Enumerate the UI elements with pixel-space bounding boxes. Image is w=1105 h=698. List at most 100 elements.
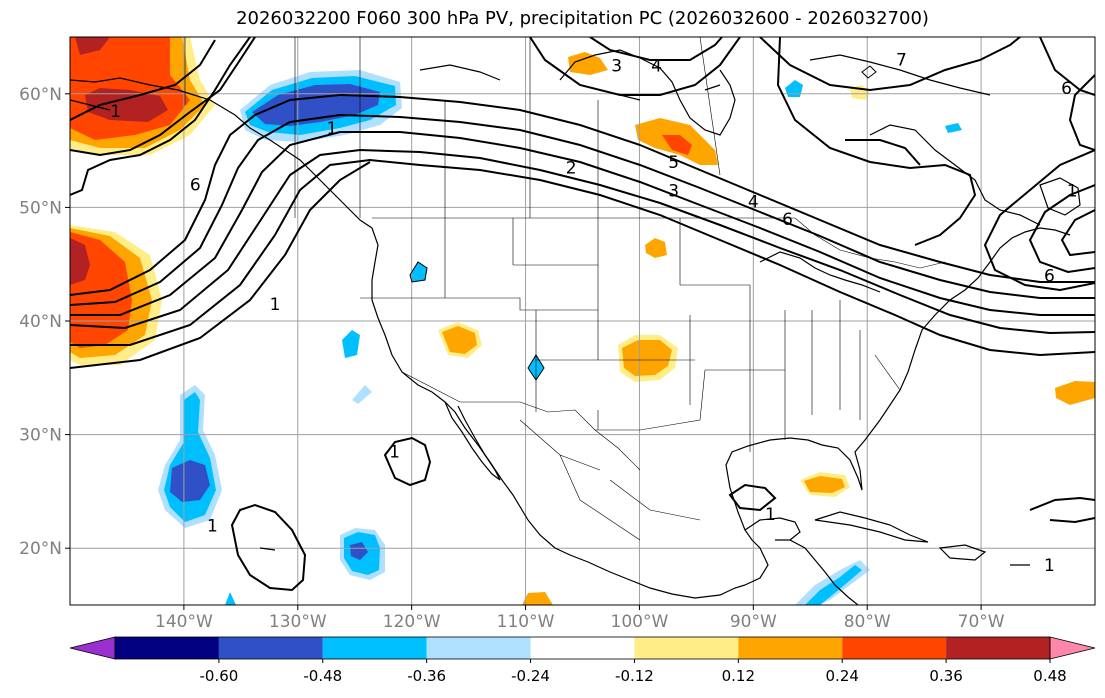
coastline-hudson [559, 49, 736, 136]
contour-label: 1 [1067, 181, 1078, 201]
coastline-baffin [809, 54, 991, 96]
precip-negative-small [785, 80, 803, 97]
lon-tick-label: 110°W [497, 612, 555, 632]
pv-contour-hudson [589, 37, 723, 61]
border-us-canada [372, 217, 946, 269]
coastline-hispaniola [938, 544, 987, 561]
pv-contour-closed [409, 261, 428, 283]
colorbar-segment [426, 637, 531, 659]
contour-label: 1 [327, 119, 338, 139]
coastline-great-lakes [759, 251, 881, 293]
pv-contour-jet [70, 158, 421, 346]
contour-label: 1 [207, 516, 218, 536]
precip-negative-caribbean [225, 592, 236, 605]
pv-contour-jet [70, 93, 1095, 296]
contour-label: 4 [651, 56, 662, 76]
coastline-baja [444, 401, 501, 481]
contour-label: 2 [566, 159, 577, 179]
pv-contour-closed [1049, 517, 1095, 524]
colorbar-tick-label: -0.48 [303, 667, 342, 685]
colorbar-segment [218, 637, 323, 659]
lon-tick-label: 90°W [730, 612, 777, 632]
pv-contour-closed [861, 65, 877, 79]
precip-positive-alaska [75, 37, 110, 55]
contour-label: 3 [611, 56, 622, 76]
coastline-newfoundland [1039, 177, 1081, 216]
precip-negative-small [342, 330, 360, 358]
pv-contour-closed [230, 503, 307, 592]
pv-contour-east2 [776, 37, 977, 246]
precip-negative-pacific [170, 460, 210, 502]
precip-negative-small [410, 262, 427, 282]
lat-tick-label: 50°N [19, 198, 62, 218]
pv-contour-east3 [1068, 74, 1095, 151]
pv-contour [70, 39, 216, 121]
colorbar-segment [530, 637, 635, 659]
latitude-axis: 60°N 50°N 40°N 30°N 20°N [19, 85, 70, 559]
colorbar-segment [842, 637, 947, 659]
contour-label: 3 [668, 181, 679, 201]
precip-positive-florida [804, 476, 845, 493]
pv-contour-east2 [845, 139, 921, 166]
province-lines [294, 37, 721, 218]
precip-positive-nevada [442, 326, 477, 354]
pv-contour-trough [1028, 184, 1095, 274]
pv-contour-hudson [759, 37, 1021, 92]
pv-contour-north [1039, 37, 1095, 96]
contour-label: 1 [110, 102, 121, 122]
colorbar-extend-low [69, 636, 116, 660]
pv-contour-jet [70, 131, 1095, 316]
pv-contour [70, 37, 256, 157]
contour-label: 4 [748, 193, 759, 213]
lon-tick-label: 80°W [844, 612, 891, 632]
colorbar-segment [738, 637, 843, 659]
colorbar-segment [115, 637, 219, 659]
lon-tick-label: 120°W [383, 612, 441, 632]
precip-positive-pacific [70, 238, 90, 285]
coastline-aleutian [70, 99, 111, 111]
pv-contour-jet [70, 161, 371, 369]
pv-contour-jet [70, 148, 1095, 335]
longitude-axis: 140°W 130°W 120°W 110°W 100°W 90°W 80°W 70°W [155, 605, 1005, 632]
coastline-alaska [70, 77, 373, 229]
lat-tick-label: 60°N [19, 85, 62, 105]
border-us-mexico [401, 371, 641, 471]
precip-positive-nebraska [622, 340, 672, 376]
pv-contour-trough [983, 149, 1095, 292]
pv-contour-hudson [529, 37, 741, 96]
lat-tick-label: 30°N [19, 426, 62, 446]
precip-negative-caribbean [805, 565, 862, 605]
precip-positive-alaska [85, 88, 168, 122]
lat-tick-label: 40°N [19, 312, 62, 332]
colorbar-tick-label: 0.24 [826, 667, 859, 685]
pv-contour-closed [1029, 496, 1095, 511]
contour-label: 1 [270, 295, 281, 315]
contour-label: 5 [668, 153, 679, 173]
contour-label: 1 [1044, 556, 1055, 576]
coastline-mexico [527, 519, 746, 599]
contour-label: 6 [782, 210, 793, 230]
lat-tick-label: 20°N [19, 539, 62, 559]
pv-contour-jet [70, 113, 1095, 306]
precip-negative-small [945, 123, 962, 133]
coastline-gulf [725, 227, 1071, 586]
coastline-central-america [789, 539, 859, 605]
contour-label: 6 [190, 176, 201, 196]
colorbar-tick-label: -0.36 [407, 667, 446, 685]
gridlines [70, 37, 1095, 605]
colorbar-tick-label: -0.24 [511, 667, 550, 685]
colorbar-outline [114, 636, 1051, 660]
political-boundaries [184, 37, 946, 541]
colorbar-tick-label: -0.60 [199, 667, 238, 685]
colorbar-tick-label: 0.36 [929, 667, 962, 685]
map-title: 2026032200 F060 300 hPa PV, precipitatio… [236, 8, 929, 29]
lon-tick-label: 130°W [269, 612, 327, 632]
precip-positive-labrador [662, 135, 692, 155]
pv-contours [70, 37, 1095, 592]
state-lines [360, 218, 901, 452]
precip-positive-south [522, 592, 553, 605]
precip-negative-baja [350, 542, 368, 560]
